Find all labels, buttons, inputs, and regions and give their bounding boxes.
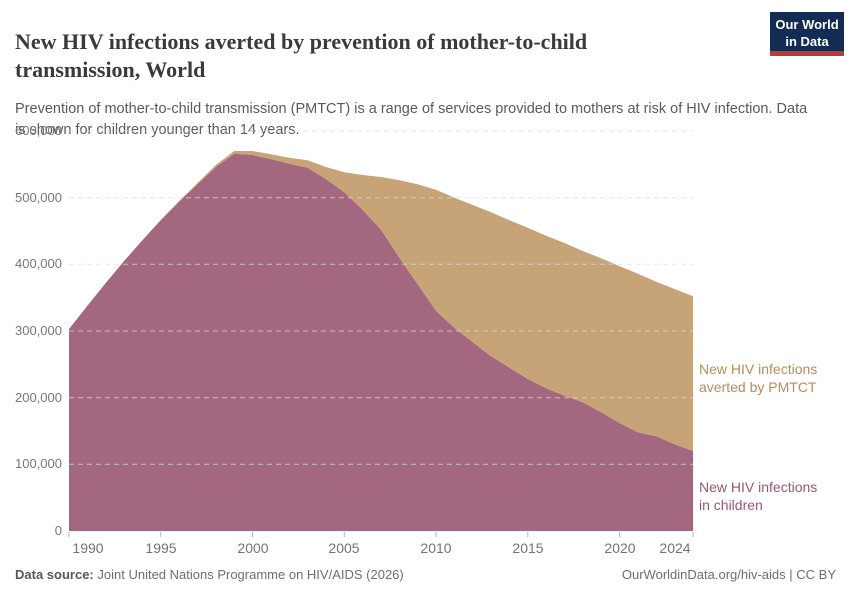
y-axis-tick-label: 300,000	[15, 323, 62, 338]
x-axis-tick-label: 2010	[420, 540, 452, 556]
x-axis-tick-label: 1990	[72, 540, 104, 556]
owid-logo[interactable]: Our World in Data	[770, 12, 844, 56]
area-new-hiv-infections-in-children[interactable]	[69, 153, 693, 531]
chart-subtitle: Prevention of mother-to-child transmissi…	[15, 100, 808, 138]
x-axis-tick-label: 2020	[604, 540, 636, 556]
y-axis-tick-label: 0	[54, 523, 62, 538]
x-axis-tick-label: 2015	[512, 540, 544, 556]
x-axis-tick-label: 1995	[145, 540, 177, 556]
y-axis-tick-label: 100,000	[15, 456, 62, 471]
y-axis-tick-label: 200,000	[15, 390, 62, 405]
owid-logo-line1: Our World	[775, 17, 839, 32]
chart-title: New HIV infections averted by prevention…	[15, 28, 588, 83]
data-source-label: Data source:	[15, 567, 94, 582]
owid-logo-line2: in Data	[785, 33, 829, 49]
y-axis-tick-label: 600,000	[15, 123, 62, 138]
x-axis-tick-label: 2005	[328, 540, 360, 556]
series-label-infections-in-children: New HIV infections in children	[699, 479, 818, 513]
y-axis-tick-label: 500,000	[15, 190, 62, 205]
data-source-value: Joint United Nations Programme on HIV/AI…	[97, 567, 404, 582]
attribution-link[interactable]: OurWorldinData.org/hiv-aids | CC BY	[621, 567, 836, 582]
data-source-note: Data source: Joint United Nations Progra…	[15, 567, 404, 582]
x-axis-tick-label: 2000	[237, 540, 269, 556]
y-axis-tick-label: 400,000	[15, 256, 62, 271]
area-new-hiv-infections-averted-by-pmtct[interactable]	[69, 151, 693, 451]
series-label-averted-by-pmtct: New HIV infections averted by PMTCT	[699, 361, 818, 395]
x-axis-tick-label: 2024	[659, 540, 691, 556]
